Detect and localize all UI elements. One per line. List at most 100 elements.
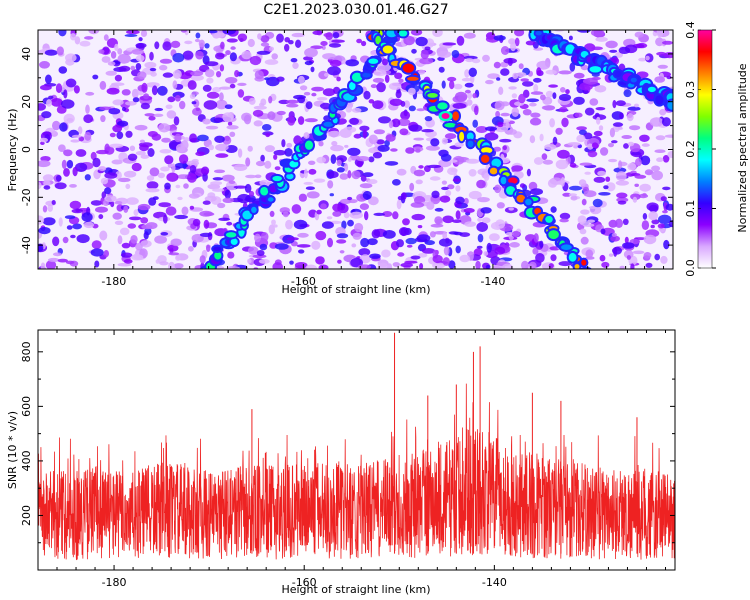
spectrogram-ridge-cell	[467, 140, 474, 148]
spectrogram-cell	[105, 70, 117, 76]
spectrogram-cell	[237, 33, 248, 42]
spectrogram-cell	[437, 50, 452, 59]
spectrogram-cell	[187, 173, 197, 183]
spectrogram-cell	[189, 133, 198, 143]
spectrogram-cell	[382, 230, 396, 239]
spectrogram-ridge-cell	[452, 111, 460, 121]
spectrogram-cell	[167, 244, 179, 252]
spectrogram-cell	[388, 82, 402, 90]
spectrogram-cell	[587, 150, 598, 158]
spectrogram-cell	[589, 98, 599, 106]
spectrogram-cell	[559, 106, 568, 113]
spectrogram-cell	[248, 190, 255, 197]
spectrogram-cell	[396, 168, 407, 176]
spectrogram-cell	[57, 258, 68, 263]
spectrogram-cell	[276, 110, 286, 116]
spectrogram-ridge-cell	[565, 44, 575, 54]
spectrogram-cell	[536, 60, 551, 70]
spectrogram-cell	[643, 234, 657, 245]
spectrogram-cell	[619, 265, 625, 269]
spectrogram-cell	[244, 183, 252, 193]
spectrogram-cell	[202, 172, 208, 182]
spectrogram-cell	[368, 196, 379, 206]
spectrogram-cell	[548, 84, 558, 88]
spectrogram-cell	[321, 221, 334, 229]
colorbar-gradient	[698, 30, 712, 268]
spectrogram-cell	[310, 66, 315, 73]
spectrogram-cell	[627, 162, 637, 171]
spectrogram-cell	[56, 46, 64, 56]
spectrogram-cell	[227, 121, 233, 126]
spectrogram-cell	[316, 209, 322, 215]
spectrogram-cell	[243, 114, 252, 125]
spectrogram-ridge-cell	[437, 102, 448, 110]
spectrogram-cell	[123, 170, 137, 178]
spectrogram-cell	[77, 126, 83, 135]
spectrogram-cell	[228, 180, 236, 184]
spectrogram-cell	[634, 31, 644, 38]
spectrogram-cell	[224, 135, 230, 142]
spectrogram-cell	[41, 111, 52, 119]
spectrogram-cell	[326, 171, 339, 179]
spectrogram-cell	[622, 242, 635, 249]
spectrogram-cell	[360, 175, 367, 182]
spectrogram-cell	[603, 185, 609, 190]
spectrogram-cell	[599, 254, 606, 262]
spectrogram-cell	[520, 78, 529, 82]
spectrogram-cell	[369, 253, 381, 259]
spectrogram-cell	[347, 157, 352, 162]
spectrogram-cell	[343, 211, 350, 219]
spectrogram-cell	[132, 97, 140, 103]
spectrogram-cell	[272, 262, 283, 269]
spectrogram-cell	[418, 253, 428, 258]
spectrogram-cell	[143, 93, 150, 100]
spectrogram-cell	[623, 143, 629, 149]
spectrogram-cell	[336, 167, 345, 173]
spectrogram-cell	[129, 216, 142, 221]
spectrogram-cell	[615, 100, 626, 107]
spectrogram-cell	[303, 168, 308, 179]
spectrogram-cell	[453, 231, 463, 236]
spectrogram-cell	[474, 105, 479, 116]
spectrogram-cell	[535, 253, 545, 263]
spectrogram-cell	[609, 49, 618, 53]
spectrogram-cell	[510, 42, 517, 52]
spectrogram-cell	[611, 232, 617, 237]
spectrogram-cell	[202, 118, 211, 125]
spectrogram-cell	[364, 211, 369, 221]
spectrogram-cell	[615, 218, 623, 228]
spectrogram-cell	[222, 30, 236, 35]
spectrogram-cell	[58, 66, 68, 74]
colorbar-ticks: 0.0 0.1 0.2 0.3 0.4	[684, 21, 716, 277]
spectrogram-cell	[595, 107, 606, 111]
spectrogram-cell	[135, 54, 145, 62]
spectrogram-cell	[45, 260, 57, 269]
spectrogram-cell	[619, 112, 624, 120]
spectrogram-ridge-cell	[647, 86, 656, 93]
spectrogram-cell	[455, 196, 465, 205]
spectrogram-cell	[47, 257, 60, 263]
spectrogram-cell	[323, 32, 333, 38]
spectrogram-cell	[100, 177, 108, 185]
spectrogram-cell	[55, 83, 63, 94]
spectrogram-cell	[612, 122, 624, 127]
spectrogram-cell	[85, 104, 90, 114]
spectrogram-cell	[330, 144, 344, 152]
spectrogram-cell	[94, 260, 100, 268]
spectrogram-cell	[52, 252, 62, 257]
spectrogram-cell	[38, 181, 42, 190]
spectrogram-cell	[351, 170, 361, 180]
spectrogram-cell	[157, 172, 165, 179]
spectrogram-cell	[465, 158, 480, 164]
spectrogram-cell	[419, 57, 434, 65]
spectrogram-cell	[264, 145, 275, 153]
spectrogram-cell	[91, 240, 102, 250]
spectrogram-cell	[70, 33, 77, 41]
spectrogram-cell	[452, 178, 461, 182]
spectrogram-cell	[408, 105, 416, 112]
spectrogram-cell	[431, 190, 440, 199]
spectrogram-panel: -180 -160 -140 -40 -20 0 20 40 Height of strai…	[6, 29, 674, 296]
spectrogram-cell	[476, 222, 489, 232]
spectrogram-cell	[237, 82, 247, 86]
spectrogram-cell	[268, 96, 273, 104]
